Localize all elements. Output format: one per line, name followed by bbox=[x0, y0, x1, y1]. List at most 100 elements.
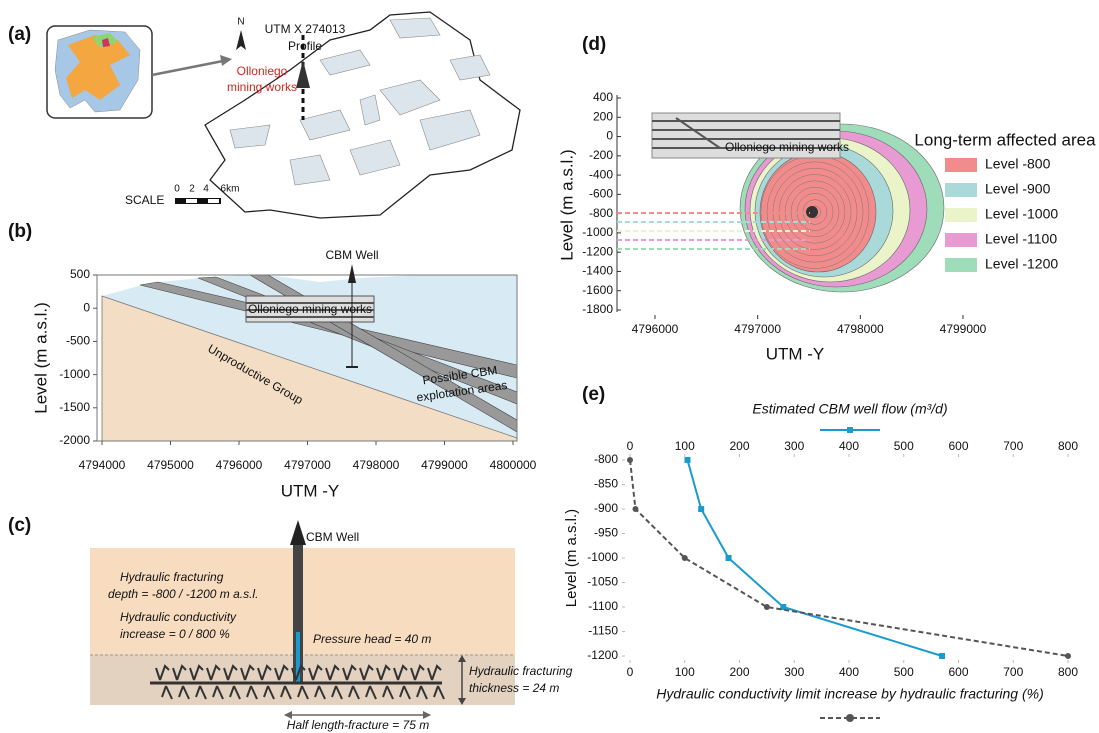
y-axis-label: Level (m a.s.l.) bbox=[563, 509, 580, 607]
y-tick-label: -1600 bbox=[582, 283, 613, 297]
x-tick-label: 800 bbox=[1058, 665, 1078, 679]
x-tick-label: 4800000 bbox=[490, 458, 537, 472]
y-tick-label: -1050 bbox=[587, 575, 618, 589]
x-tick-label: 4796000 bbox=[632, 322, 679, 336]
legend-label: Level -900 bbox=[985, 181, 1051, 197]
x-axis-label: UTM -Y bbox=[766, 344, 825, 363]
x-axis-label: Hydraulic conductivity limit increase by… bbox=[656, 686, 1043, 702]
point bbox=[682, 555, 688, 561]
y-tick-label: -1000 bbox=[59, 367, 90, 381]
y-tick-label: -500 bbox=[66, 334, 90, 348]
point bbox=[632, 506, 638, 512]
x-tick-label: 4798000 bbox=[837, 322, 884, 336]
site-label: mining works bbox=[227, 80, 297, 94]
conductivity-label: increase = 0 / 800 % bbox=[120, 627, 230, 641]
panel-label: (e) bbox=[582, 384, 605, 405]
x-tick-label: 4799000 bbox=[940, 322, 987, 336]
y-tick-label: -1800 bbox=[582, 302, 613, 316]
legend-label: Level -1000 bbox=[985, 206, 1058, 222]
y-tick-label: -1400 bbox=[582, 264, 613, 278]
scale-tick: 0 bbox=[174, 184, 180, 195]
site-label: Olloniego bbox=[237, 64, 288, 78]
arrow-head bbox=[220, 55, 232, 66]
legend-swatch bbox=[945, 158, 977, 172]
x2-tick-label: 100 bbox=[675, 439, 695, 453]
point bbox=[726, 555, 732, 561]
x-tick-label: 4797000 bbox=[284, 458, 331, 472]
legend-swatch bbox=[945, 233, 977, 247]
y-tick-label: -850 bbox=[594, 477, 618, 491]
y-tick-label: -1000 bbox=[582, 225, 613, 239]
depth-label: depth = -800 / -1200 m a.s.l. bbox=[108, 587, 258, 601]
well-icon bbox=[290, 520, 306, 545]
y-tick-label: 200 bbox=[593, 109, 613, 123]
x-tick-label: 4798000 bbox=[353, 458, 400, 472]
legend-marker bbox=[847, 427, 853, 433]
well-label: CBM Well bbox=[325, 248, 378, 262]
y-tick-label: -1200 bbox=[587, 648, 618, 662]
y-tick-label: -800 bbox=[594, 452, 618, 466]
panel-label: (b) bbox=[8, 221, 32, 242]
x-tick-label: 700 bbox=[1003, 665, 1023, 679]
arrow bbox=[152, 60, 228, 75]
panel-label: (a) bbox=[8, 24, 31, 45]
x2-tick-label: 300 bbox=[784, 439, 804, 453]
y-tick-label: -1150 bbox=[588, 624, 618, 638]
mine-label: Olloniego mining works bbox=[725, 140, 849, 154]
figure: (a) N UTM X 274013 Profile Olloniego min… bbox=[0, 0, 1099, 733]
legend-swatch bbox=[945, 258, 977, 272]
x-tick-label: 4797000 bbox=[734, 322, 781, 336]
x-tick-label: 4796000 bbox=[216, 458, 263, 472]
y-tick-label: -800 bbox=[589, 206, 613, 220]
x2-tick-label: 800 bbox=[1058, 439, 1078, 453]
y-tick-label: 0 bbox=[83, 300, 90, 314]
x-tick-label: 4799000 bbox=[421, 458, 468, 472]
point bbox=[698, 506, 704, 512]
legend-label: Level -800 bbox=[985, 156, 1051, 172]
legend-title: Long-term affected area bbox=[914, 130, 1096, 149]
conductivity-label: Hydraulic conductivity bbox=[120, 610, 237, 624]
y-tick-label: -400 bbox=[589, 167, 613, 181]
thickness-label: thickness = 24 m bbox=[469, 681, 559, 695]
x2-tick-label: 200 bbox=[729, 439, 749, 453]
x-tick-label: 4795000 bbox=[147, 458, 194, 472]
y-tick-label: -1100 bbox=[588, 599, 618, 613]
panel-label: (d) bbox=[582, 34, 606, 55]
depth-label: Hydraulic fracturing bbox=[120, 570, 224, 584]
x-tick-label: 4794000 bbox=[79, 458, 126, 472]
y-tick-label: -950 bbox=[594, 526, 618, 540]
y-tick-label: -200 bbox=[589, 148, 613, 162]
well-icon bbox=[348, 264, 356, 283]
y-tick-label: -1200 bbox=[582, 244, 613, 258]
x-tick-label: 300 bbox=[784, 665, 804, 679]
point bbox=[764, 604, 770, 610]
legend-marker bbox=[846, 714, 854, 722]
y-tick-label: 0 bbox=[606, 129, 613, 143]
x2-axis-label: Estimated CBM well flow (m³/d) bbox=[752, 401, 947, 417]
y-tick-label: -900 bbox=[594, 501, 618, 515]
panel-c: (c) CBM Well Hydraulic fracturing depth … bbox=[8, 515, 573, 732]
y-tick-label: -600 bbox=[589, 187, 613, 201]
y-tick-label: 400 bbox=[593, 90, 613, 104]
well-label: CBM Well bbox=[306, 530, 359, 544]
legend-swatch bbox=[945, 208, 977, 222]
y-tick-label: 500 bbox=[70, 267, 90, 281]
x2-tick-label: 600 bbox=[948, 439, 968, 453]
legend-label: Level -1200 bbox=[985, 256, 1058, 272]
y-tick-label: -1500 bbox=[59, 400, 90, 414]
mine-core bbox=[806, 206, 818, 218]
x-tick-label: 600 bbox=[948, 665, 968, 679]
x-tick-label: 400 bbox=[839, 665, 859, 679]
pressure-label: Pressure head = 40 m bbox=[313, 632, 431, 646]
panel-e: (e) Estimated CBM well flow (m³/d) Hydra… bbox=[563, 384, 1078, 722]
legend-swatch bbox=[945, 183, 977, 197]
panel-d: (d) Level (m a.s.l.) UTM -Y Long-term af… bbox=[557, 34, 1096, 363]
x-tick-label: 200 bbox=[729, 665, 749, 679]
scale-tick: 4 bbox=[203, 184, 209, 195]
scale-tick: 2 bbox=[189, 184, 195, 195]
legend-label: Level -1100 bbox=[985, 231, 1057, 247]
y-tick-label: -2000 bbox=[59, 433, 90, 447]
scale-bar-segment bbox=[186, 199, 197, 203]
mine-label: Olloniego mining works bbox=[248, 302, 372, 316]
profile-label: Profile bbox=[288, 39, 322, 53]
